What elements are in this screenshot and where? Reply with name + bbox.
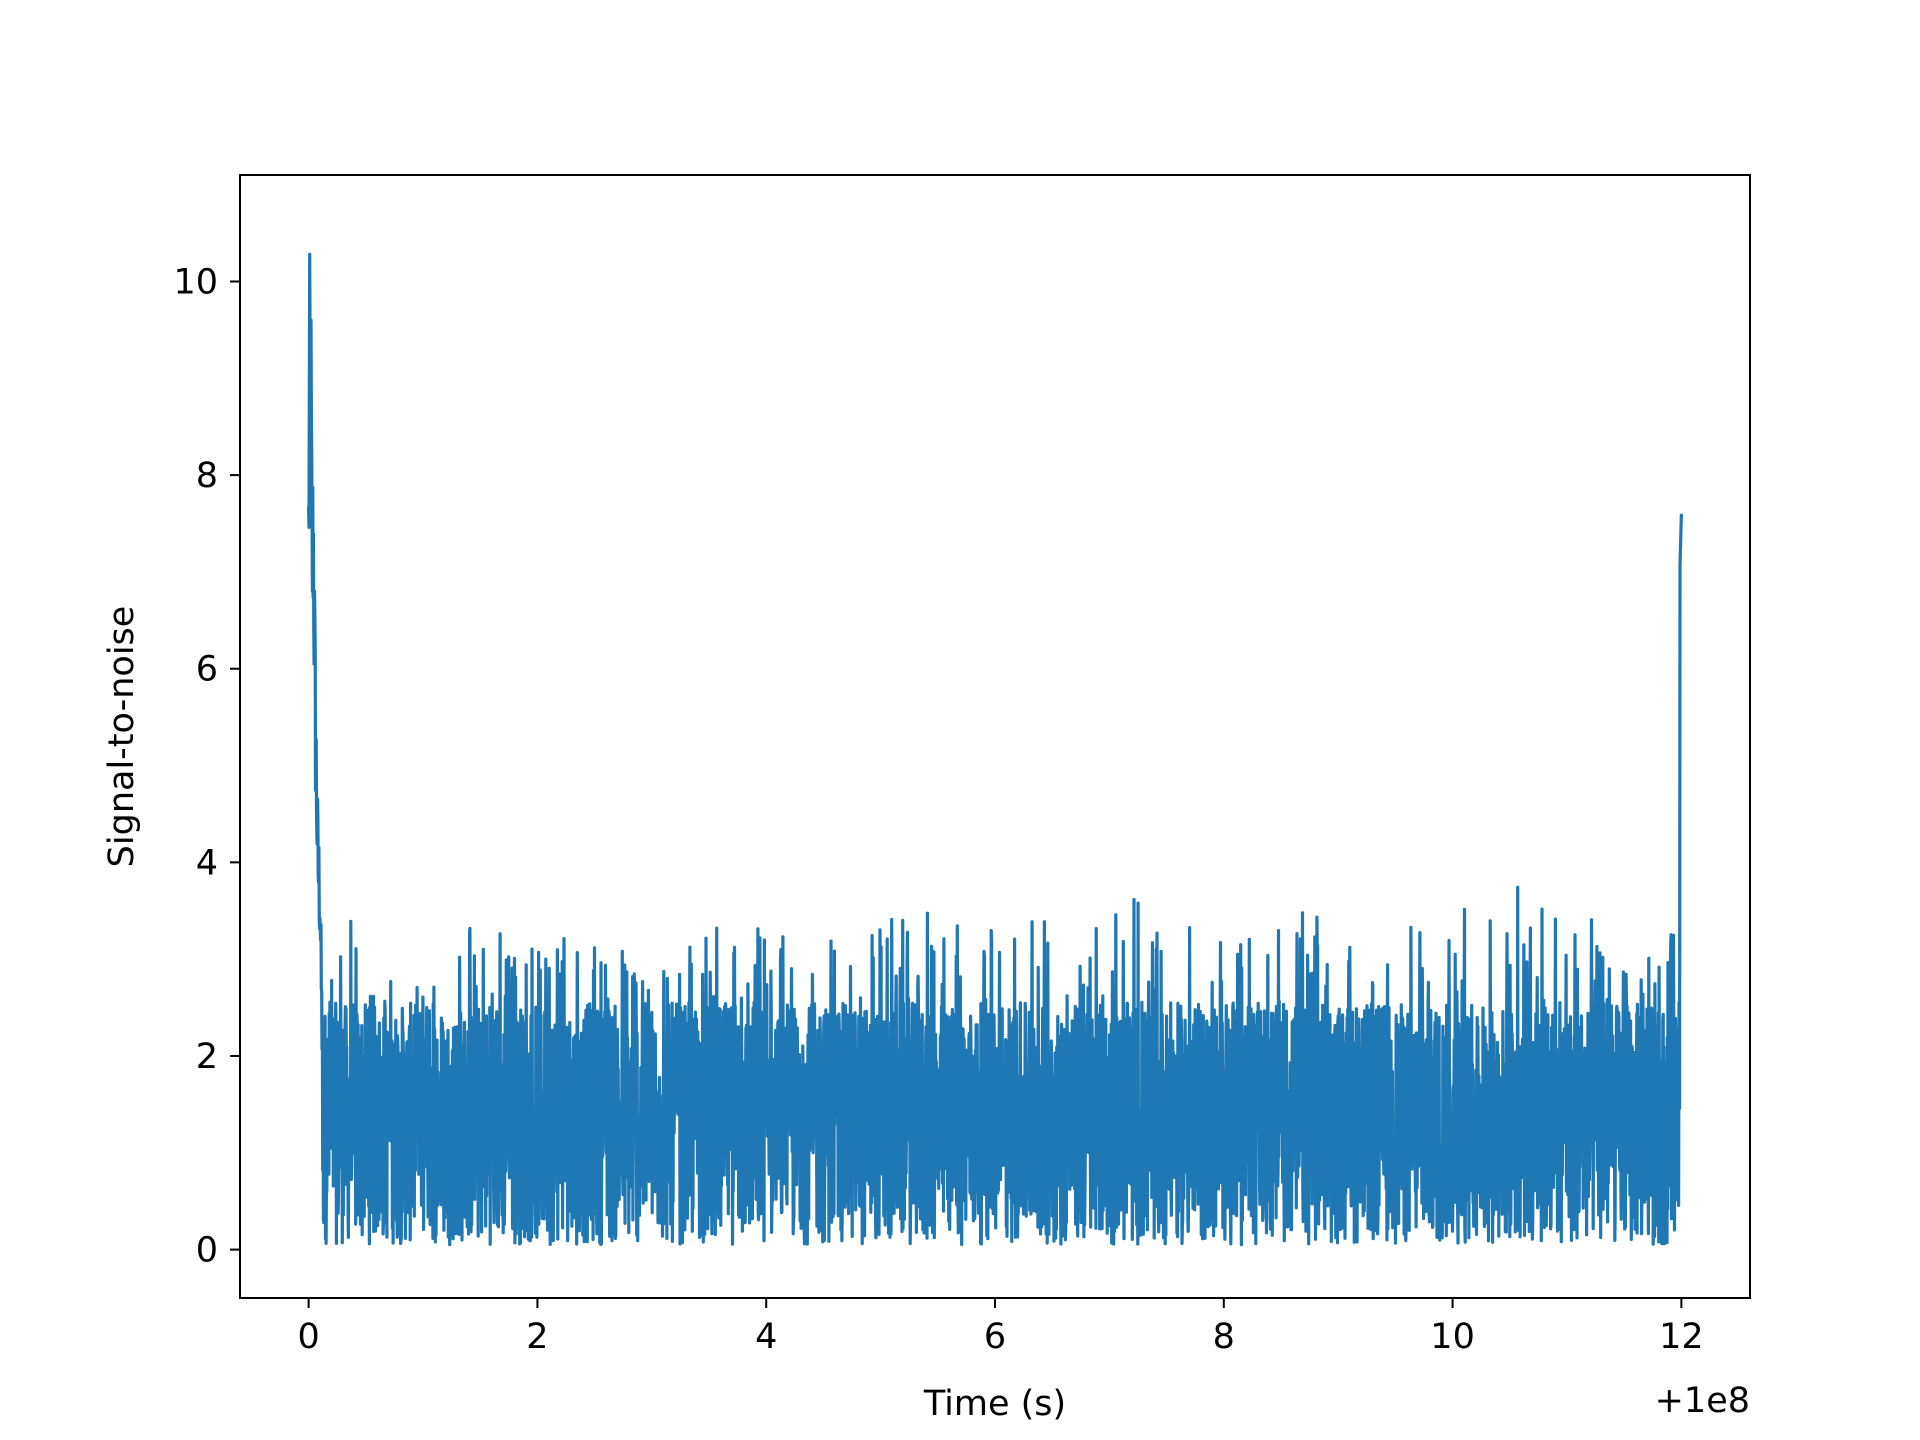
x-tick-label: 0	[297, 1317, 319, 1357]
y-tick-label: 2	[196, 1037, 218, 1077]
x-tick-label: 12	[1659, 1317, 1704, 1357]
y-tick-label: 10	[173, 262, 218, 302]
axes-layer: 0 2 4 6 8 10 12 0 2 4 6 8 10	[173, 174, 1751, 1357]
y-tick-label: 4	[196, 843, 218, 883]
x-tick-label: 8	[1213, 1317, 1235, 1357]
x-tick-label: 4	[755, 1317, 777, 1357]
y-tick-label: 6	[196, 650, 218, 690]
x-tick-label: 2	[526, 1317, 548, 1357]
x-tick-label: 10	[1430, 1317, 1475, 1357]
y-tick-label: 0	[196, 1231, 218, 1271]
series-layer	[307, 252, 1683, 1247]
x-tick-label: 6	[984, 1317, 1006, 1357]
x-axis-label: Time (s)	[923, 1384, 1066, 1424]
y-tick-label: 8	[196, 456, 218, 496]
y-axis-label: Signal-to-noise	[102, 606, 142, 868]
series-line	[307, 252, 1683, 1247]
x-offset-label: +1e8	[1655, 1381, 1750, 1421]
